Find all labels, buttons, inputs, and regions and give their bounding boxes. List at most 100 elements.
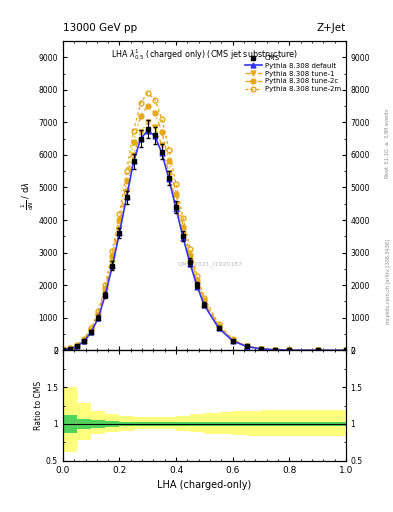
Y-axis label: $\frac{1}{\mathrm{d}N}$ / $\mathrm{d}\lambda$: $\frac{1}{\mathrm{d}N}$ / $\mathrm{d}\la… — [19, 181, 36, 210]
Text: LHA $\lambda^{1}_{0.5}$ (charged only) (CMS jet substructure): LHA $\lambda^{1}_{0.5}$ (charged only) (… — [111, 47, 298, 62]
Pythia 8.308 tune-1 — [315, 347, 320, 353]
Pythia 8.308 tune-2c — [188, 252, 193, 258]
Pythia 8.308 default — [131, 158, 136, 164]
Pythia 8.308 tune-1 — [61, 347, 65, 353]
Pythia 8.308 default — [230, 338, 235, 344]
Pythia 8.308 tune-1 — [89, 328, 94, 334]
Pythia 8.308 tune-1 — [167, 170, 171, 176]
Pythia 8.308 default — [68, 346, 72, 352]
Pythia 8.308 tune-2m — [110, 248, 115, 254]
Pythia 8.308 tune-2c — [138, 113, 143, 119]
Pythia 8.308 tune-2m — [230, 336, 235, 343]
Pythia 8.308 tune-2m — [152, 96, 157, 102]
Pythia 8.308 default — [89, 329, 94, 335]
Text: Z+Jet: Z+Jet — [317, 23, 346, 33]
X-axis label: LHA (charged-only): LHA (charged-only) — [157, 480, 252, 490]
Pythia 8.308 tune-2c — [68, 345, 72, 351]
Pythia 8.308 default — [167, 176, 171, 182]
Pythia 8.308 default — [195, 284, 200, 290]
Pythia 8.308 tune-2c — [152, 110, 157, 116]
Pythia 8.308 tune-2c — [75, 343, 79, 349]
Pythia 8.308 tune-1 — [68, 346, 72, 352]
Pythia 8.308 tune-2m — [138, 100, 143, 106]
Pythia 8.308 default — [103, 292, 108, 298]
Line: Pythia 8.308 default: Pythia 8.308 default — [61, 128, 348, 353]
Pythia 8.308 tune-2c — [230, 337, 235, 343]
Pythia 8.308 tune-1 — [273, 347, 277, 353]
Pythia 8.308 tune-2m — [61, 346, 65, 352]
Pythia 8.308 tune-2m — [188, 246, 193, 252]
Pythia 8.308 tune-2c — [110, 253, 115, 259]
Pythia 8.308 tune-2m — [202, 294, 207, 301]
Line: Pythia 8.308 tune-2m: Pythia 8.308 tune-2m — [61, 91, 348, 353]
Pythia 8.308 default — [124, 194, 129, 200]
Pythia 8.308 tune-1 — [103, 289, 108, 295]
Pythia 8.308 tune-1 — [195, 281, 200, 287]
Pythia 8.308 tune-1 — [124, 188, 129, 194]
Pythia 8.308 tune-1 — [259, 346, 263, 352]
Pythia 8.308 tune-1 — [110, 259, 115, 265]
Pythia 8.308 default — [75, 344, 79, 350]
Pythia 8.308 tune-1 — [160, 142, 164, 148]
Pythia 8.308 tune-1 — [131, 152, 136, 158]
Pythia 8.308 tune-2m — [68, 345, 72, 351]
Line: Pythia 8.308 tune-2c: Pythia 8.308 tune-2c — [61, 103, 348, 353]
Pythia 8.308 tune-2c — [273, 347, 277, 353]
Pythia 8.308 tune-2c — [167, 158, 171, 164]
Y-axis label: Ratio to CMS: Ratio to CMS — [34, 381, 43, 430]
Pythia 8.308 tune-2c — [181, 224, 185, 230]
Pythia 8.308 tune-2m — [82, 335, 86, 342]
Pythia 8.308 tune-2c — [145, 103, 150, 109]
Pythia 8.308 tune-2c — [174, 191, 178, 197]
Pythia 8.308 tune-2m — [273, 347, 277, 353]
Pythia 8.308 default — [160, 150, 164, 156]
Pythia 8.308 tune-1 — [287, 347, 292, 353]
Pythia 8.308 tune-1 — [188, 258, 193, 264]
Pythia 8.308 tune-2m — [181, 216, 185, 222]
Pythia 8.308 default — [188, 261, 193, 267]
Pythia 8.308 default — [138, 136, 143, 142]
Pythia 8.308 default — [216, 325, 221, 331]
Pythia 8.308 tune-1 — [75, 343, 79, 349]
Pythia 8.308 tune-2c — [124, 178, 129, 184]
Pythia 8.308 tune-2m — [259, 346, 263, 352]
Pythia 8.308 default — [145, 127, 150, 134]
Pythia 8.308 tune-2c — [61, 347, 65, 353]
Pythia 8.308 tune-2c — [216, 323, 221, 329]
Pythia 8.308 tune-1 — [117, 225, 122, 231]
Pythia 8.308 tune-1 — [152, 124, 157, 131]
Pythia 8.308 tune-2m — [174, 181, 178, 187]
Pythia 8.308 default — [82, 338, 86, 344]
Text: 13000 GeV pp: 13000 GeV pp — [63, 23, 137, 33]
Pythia 8.308 default — [152, 133, 157, 139]
Pythia 8.308 default — [343, 347, 348, 353]
Pythia 8.308 tune-2c — [160, 129, 164, 135]
Line: Pythia 8.308 tune-1: Pythia 8.308 tune-1 — [61, 120, 348, 353]
Pythia 8.308 tune-2c — [287, 347, 292, 353]
Pythia 8.308 tune-2c — [202, 297, 207, 304]
Pythia 8.308 tune-1 — [138, 129, 143, 135]
Pythia 8.308 tune-2c — [259, 346, 263, 352]
Pythia 8.308 tune-1 — [145, 119, 150, 125]
Pythia 8.308 tune-1 — [181, 231, 185, 237]
Pythia 8.308 tune-2c — [244, 343, 249, 349]
Pythia 8.308 tune-2m — [96, 308, 101, 314]
Pythia 8.308 tune-2c — [89, 327, 94, 333]
Pythia 8.308 tune-1 — [216, 324, 221, 330]
Pythia 8.308 tune-1 — [244, 344, 249, 350]
Pythia 8.308 tune-1 — [343, 347, 348, 353]
Pythia 8.308 tune-2m — [287, 347, 292, 353]
Pythia 8.308 tune-2c — [103, 285, 108, 291]
Pythia 8.308 tune-1 — [82, 337, 86, 344]
Pythia 8.308 default — [181, 235, 185, 241]
Pythia 8.308 default — [315, 347, 320, 353]
Pythia 8.308 tune-2m — [160, 116, 164, 122]
Pythia 8.308 default — [259, 346, 263, 352]
Pythia 8.308 tune-2m — [343, 347, 348, 353]
Pythia 8.308 tune-1 — [230, 337, 235, 344]
Text: CMS_2021_I1920187: CMS_2021_I1920187 — [178, 261, 242, 267]
Pythia 8.308 default — [174, 206, 178, 212]
Pythia 8.308 tune-2m — [216, 321, 221, 327]
Pythia 8.308 default — [96, 315, 101, 321]
Pythia 8.308 tune-2m — [89, 325, 94, 331]
